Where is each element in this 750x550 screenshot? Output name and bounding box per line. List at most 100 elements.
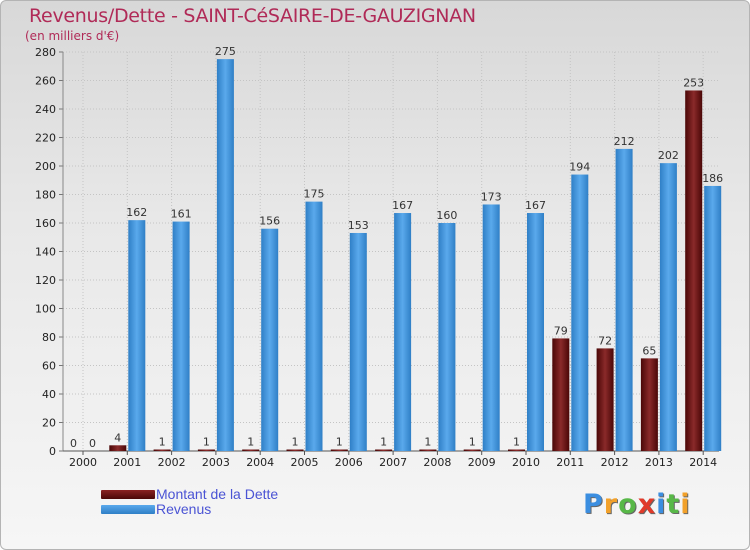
x-tick-label: 2005 <box>291 456 319 469</box>
debt-value-label: 1 <box>380 436 387 449</box>
x-tick-label: 2003 <box>202 456 230 469</box>
revenus-bar <box>128 220 146 451</box>
revenus-bar <box>527 213 544 451</box>
revenus-bar <box>172 221 190 451</box>
logo-letter: r <box>603 489 619 520</box>
debt-bar <box>197 449 215 451</box>
chart-subtitle: (en milliers d'€) <box>25 29 120 43</box>
revenus-bar <box>216 59 234 451</box>
y-tick-label: 80 <box>42 331 56 344</box>
debt-value-label: 1 <box>469 436 476 449</box>
debt-value-label: 1 <box>247 436 254 449</box>
debt-bar <box>153 449 171 451</box>
debt-value-label: 1 <box>424 436 431 449</box>
debt-value-label: 1 <box>203 436 210 449</box>
revenus-bar <box>261 228 279 451</box>
revenus-value-label: 161 <box>171 208 192 221</box>
logo-letter: o <box>618 489 638 520</box>
revenus-bar <box>482 204 500 451</box>
debt-value-label: 4 <box>114 431 121 444</box>
y-tick-label: 240 <box>35 103 56 116</box>
revenus-value-label: 160 <box>436 209 457 222</box>
y-tick-label: 20 <box>42 417 56 430</box>
revenus-bar <box>704 185 722 451</box>
x-tick-label: 2014 <box>689 456 717 469</box>
revenus-value-label: 202 <box>658 149 679 162</box>
revenus-value-label: 167 <box>392 199 413 212</box>
proxiti-logo: Proxiti <box>583 489 691 520</box>
y-tick-label: 140 <box>35 246 56 259</box>
debt-bar <box>508 449 525 451</box>
x-tick-label: 2000 <box>69 456 97 469</box>
x-tick-label: 2010 <box>512 456 540 469</box>
y-tick-label: 120 <box>35 274 56 287</box>
y-tick-label: 160 <box>35 217 56 230</box>
revenus-bar <box>571 174 589 452</box>
revenus-value-label: 173 <box>481 190 502 203</box>
y-tick-label: 280 <box>35 46 56 59</box>
revenus-value-label: 275 <box>215 45 236 58</box>
debt-value-label: 1 <box>292 436 299 449</box>
revenus-bar <box>394 213 412 451</box>
legend-swatch-debt <box>101 490 155 499</box>
debt-value-label: 1 <box>513 436 520 449</box>
debt-bar <box>463 449 481 451</box>
y-tick-label: 0 <box>49 445 56 458</box>
logo-letter: P <box>583 489 604 520</box>
revenus-bar <box>659 163 677 451</box>
debt-bar <box>640 358 658 451</box>
revenus-value-label: 212 <box>614 135 635 148</box>
y-tick-label: 260 <box>35 75 56 88</box>
revenus-bar <box>349 232 367 451</box>
x-tick-label: 2002 <box>158 456 186 469</box>
debt-value-label: 1 <box>159 436 166 449</box>
revenus-value-label: 175 <box>304 188 325 201</box>
debt-bar <box>330 449 348 451</box>
y-tick-label: 40 <box>42 388 56 401</box>
revenus-value-label: 167 <box>525 199 546 212</box>
revenus-value-label: 162 <box>126 206 147 219</box>
x-tick-label: 2011 <box>556 456 584 469</box>
revenus-value-label: 153 <box>348 219 369 232</box>
debt-value-label: 65 <box>642 344 656 357</box>
revenus-bar <box>615 148 633 451</box>
x-tick-label: 2006 <box>335 456 363 469</box>
y-tick-label: 220 <box>35 132 56 145</box>
y-tick-label: 200 <box>35 160 56 173</box>
debt-value-label: 1 <box>336 436 343 449</box>
logo-letter: t <box>666 489 681 520</box>
debt-bar <box>375 449 393 451</box>
debt-bar <box>109 445 127 451</box>
x-tick-label: 2012 <box>601 456 629 469</box>
debt-value-label: 72 <box>598 334 612 347</box>
chart-title: Revenus/Dette - SAINT-CéSAIRE-DE-GAUZIGN… <box>29 5 476 27</box>
x-tick-label: 2007 <box>379 456 407 469</box>
x-tick-label: 2001 <box>113 456 141 469</box>
y-tick-label: 60 <box>42 360 56 373</box>
debt-bar <box>242 449 260 451</box>
revenus-bar <box>305 201 323 451</box>
x-tick-label: 2004 <box>246 456 274 469</box>
revenus-value-label: 186 <box>702 172 723 185</box>
revenus-value-label: 0 <box>89 437 96 450</box>
logo-letter: i <box>680 489 691 520</box>
y-tick-label: 100 <box>35 303 56 316</box>
legend-label-revenus: Revenus <box>156 501 212 517</box>
legend-label-debt: Montant de la Dette <box>156 486 279 502</box>
debt-value-label: 0 <box>70 437 77 450</box>
y-tick-label: 180 <box>35 189 56 202</box>
logo-letter: x <box>637 489 657 520</box>
x-tick-label: 2008 <box>423 456 451 469</box>
logo-letter: i <box>656 489 667 520</box>
legend-swatch-revenus <box>101 505 155 514</box>
x-tick-label: 2009 <box>468 456 496 469</box>
x-tick-label: 2013 <box>645 456 673 469</box>
debt-bar <box>419 449 437 451</box>
debt-bar <box>552 338 570 451</box>
debt-bar <box>685 90 703 451</box>
debt-value-label: 79 <box>554 324 568 337</box>
revenus-value-label: 156 <box>259 215 280 228</box>
revenus-value-label: 194 <box>569 161 590 174</box>
